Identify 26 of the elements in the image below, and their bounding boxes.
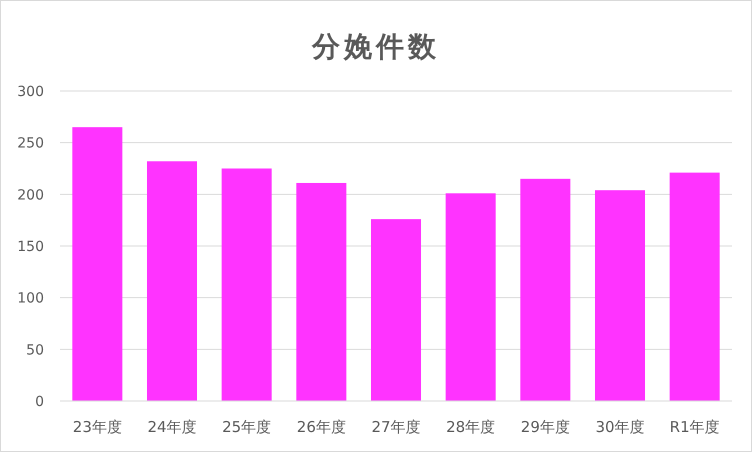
- bar: [446, 193, 496, 401]
- y-tick-label: 100: [17, 290, 44, 307]
- bar: [72, 127, 122, 401]
- bar: [146, 161, 198, 401]
- bar: [222, 168, 272, 401]
- y-tick-label: 50: [26, 342, 44, 358]
- bar: [670, 172, 720, 401]
- x-tick-label: R1年度: [670, 418, 720, 436]
- x-tick-label: 30年度: [595, 418, 645, 436]
- y-tick-label: 150: [17, 239, 44, 255]
- bar: [520, 178, 570, 401]
- x-tick-label: 29年度: [520, 418, 570, 436]
- x-tick-label: 28年度: [446, 418, 496, 436]
- y-tick-label: 200: [17, 187, 44, 204]
- x-tick-label: 25年度: [222, 418, 272, 436]
- y-tick-label: 0: [35, 394, 44, 410]
- y-tick-label: 300: [17, 84, 44, 100]
- y-tick-label: 250: [17, 136, 44, 152]
- chart-title: 分娩件数: [311, 30, 440, 63]
- x-tick-label: 24年度: [147, 418, 197, 436]
- x-tick-label: 27年度: [371, 418, 421, 436]
- bar: [594, 190, 646, 401]
- bar: [296, 182, 346, 401]
- x-tick-label: 26年度: [296, 418, 346, 436]
- x-tick-label: 23年度: [72, 418, 122, 436]
- bar: [370, 219, 422, 401]
